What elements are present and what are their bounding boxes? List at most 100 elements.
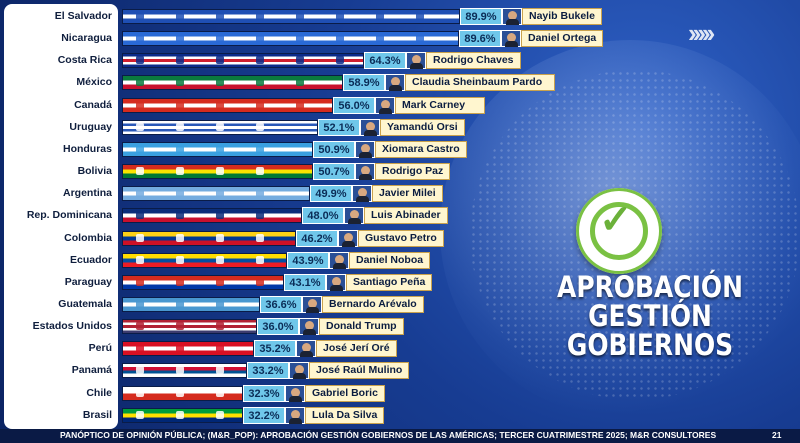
flag-emblem xyxy=(216,78,224,86)
leader-name: Gustavo Petro xyxy=(358,230,444,247)
flag-emblem xyxy=(216,234,224,242)
leader-name: Luis Abinader xyxy=(364,207,448,224)
leader-photo-icon xyxy=(289,362,309,379)
flag-emblem xyxy=(176,234,184,242)
flag-emblem xyxy=(336,56,344,64)
flag-emblem xyxy=(216,389,224,397)
leader-photo-icon xyxy=(285,407,305,424)
approval-bar xyxy=(122,98,333,113)
flag-emblem xyxy=(296,78,304,86)
country-label: Paraguay xyxy=(64,276,112,288)
flag-emblem xyxy=(176,145,184,153)
flag-emblem xyxy=(136,101,144,109)
country-label: Uruguay xyxy=(69,121,112,133)
leader-name: José Raúl Mulino xyxy=(309,362,410,379)
leader-name: Donald Trump xyxy=(319,318,404,335)
flag-emblem xyxy=(296,34,304,42)
flag-emblem xyxy=(136,145,144,153)
leader-name: Bernardo Arévalo xyxy=(322,296,424,313)
flag-emblem xyxy=(136,411,144,419)
approval-bar xyxy=(122,297,260,312)
leader-name: Claudia Sheinbaum Pardo xyxy=(405,74,555,91)
flag-emblem xyxy=(216,366,224,374)
flag-emblem xyxy=(176,189,184,197)
flag-emblem xyxy=(256,234,264,242)
value-label: 52.1% xyxy=(318,119,360,136)
country-label: Guatemala xyxy=(58,298,112,310)
value-label: 50.9% xyxy=(313,141,355,158)
flag-emblem xyxy=(136,123,144,131)
country-label: Perú xyxy=(88,342,112,354)
value-label: 32.3% xyxy=(243,385,285,402)
leader-photo-icon xyxy=(355,141,375,158)
flag-emblem xyxy=(296,12,304,20)
leader-name: Daniel Noboa xyxy=(349,252,431,269)
flag-emblem xyxy=(136,56,144,64)
leader-photo-icon xyxy=(299,318,319,335)
flag-emblem xyxy=(176,211,184,219)
leader-name: Rodrigo Paz xyxy=(375,163,451,180)
leader-photo-icon xyxy=(329,252,349,269)
value-label: 50.7% xyxy=(313,163,355,180)
value-label: 58.9% xyxy=(343,74,385,91)
flag-emblem xyxy=(176,411,184,419)
approval-bar xyxy=(122,75,343,90)
flag-emblem xyxy=(136,256,144,264)
flag-emblem xyxy=(256,12,264,20)
value-label: 43.1% xyxy=(284,274,326,291)
approval-bar xyxy=(122,275,284,290)
double-chevron-right-icon: ››››› xyxy=(688,18,715,48)
flag-emblem xyxy=(216,167,224,175)
leader-photo-icon xyxy=(355,163,375,180)
footer-bar xyxy=(0,429,800,443)
flag-emblem xyxy=(416,34,424,42)
country-label: Colombia xyxy=(64,232,112,244)
flag-emblem xyxy=(256,278,264,286)
source-note: PANÓPTICO DE OPINIÓN PÚBLICA; (M&R_POP):… xyxy=(60,430,717,440)
country-label: Panamá xyxy=(71,364,112,376)
approval-bar xyxy=(122,363,247,378)
country-label-panel xyxy=(4,4,118,429)
approval-bar xyxy=(122,9,460,24)
flag-emblem xyxy=(296,101,304,109)
flag-emblem xyxy=(136,189,144,197)
approval-bar xyxy=(122,31,459,46)
flag-emblem xyxy=(136,211,144,219)
flag-emblem xyxy=(256,101,264,109)
country-label: Estados Unidos xyxy=(32,320,112,332)
flag-emblem xyxy=(216,145,224,153)
leader-photo-icon xyxy=(326,274,346,291)
leader-name: Yamandú Orsi xyxy=(380,119,465,136)
approval-bar xyxy=(122,231,296,246)
flag-emblem xyxy=(176,256,184,264)
leader-photo-icon xyxy=(302,296,322,313)
value-label: 56.0% xyxy=(333,97,375,114)
leader-photo-icon xyxy=(338,230,358,247)
leader-photo-icon xyxy=(375,97,395,114)
country-label: El Salvador xyxy=(54,10,112,22)
flag-emblem xyxy=(336,12,344,20)
leader-photo-icon xyxy=(285,385,305,402)
flag-emblem xyxy=(136,234,144,242)
leader-name: José Jerí Oré xyxy=(316,340,397,357)
flag-emblem xyxy=(176,389,184,397)
flag-emblem xyxy=(136,34,144,42)
flag-emblem xyxy=(176,167,184,175)
leader-photo-icon xyxy=(360,119,380,136)
value-label: 46.2% xyxy=(296,230,338,247)
value-label: 32.2% xyxy=(243,407,285,424)
flag-emblem xyxy=(176,12,184,20)
leader-photo-icon xyxy=(344,207,364,224)
flag-emblem xyxy=(176,344,184,352)
flag-emblem xyxy=(136,344,144,352)
flag-emblem xyxy=(256,78,264,86)
flag-emblem xyxy=(176,78,184,86)
country-label: Rep. Dominicana xyxy=(26,209,112,221)
page-number: 21 xyxy=(772,430,782,440)
flag-emblem xyxy=(216,300,224,308)
leader-name: Xiomara Castro xyxy=(375,141,467,158)
country-label: Costa Rica xyxy=(57,54,112,66)
leader-photo-icon xyxy=(501,30,521,47)
flag-emblem xyxy=(216,256,224,264)
flag-emblem xyxy=(136,389,144,397)
